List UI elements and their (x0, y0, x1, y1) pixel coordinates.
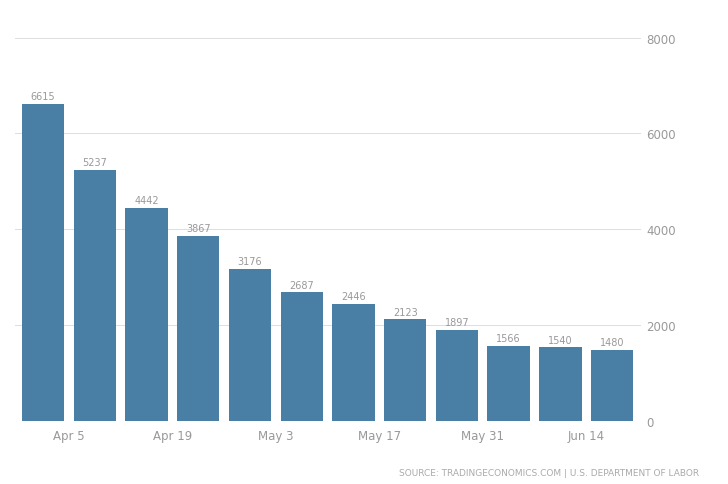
Text: 1897: 1897 (445, 318, 470, 328)
Text: 3176: 3176 (237, 257, 262, 267)
Bar (229, 269, 272, 421)
Text: 4442: 4442 (134, 196, 159, 206)
Text: 2123: 2123 (393, 307, 418, 317)
Text: 2446: 2446 (341, 291, 365, 302)
Text: SOURCE: TRADINGECONOMICS.COM | U.S. DEPARTMENT OF LABOR: SOURCE: TRADINGECONOMICS.COM | U.S. DEPA… (399, 468, 699, 477)
Bar (280, 292, 323, 421)
Bar (384, 319, 427, 421)
Bar (332, 304, 375, 421)
Text: 6615: 6615 (31, 92, 55, 102)
Text: 3867: 3867 (186, 224, 210, 233)
Text: 1480: 1480 (600, 338, 625, 348)
Bar (591, 350, 633, 421)
Bar (539, 348, 582, 421)
Bar (22, 105, 64, 421)
Bar (74, 170, 116, 421)
Bar (436, 331, 478, 421)
Text: 1540: 1540 (548, 335, 573, 345)
Text: 5237: 5237 (82, 158, 107, 168)
Text: 2687: 2687 (289, 280, 314, 290)
Bar (125, 209, 167, 421)
Text: 1566: 1566 (496, 333, 521, 344)
Bar (177, 236, 219, 421)
Bar (488, 346, 530, 421)
